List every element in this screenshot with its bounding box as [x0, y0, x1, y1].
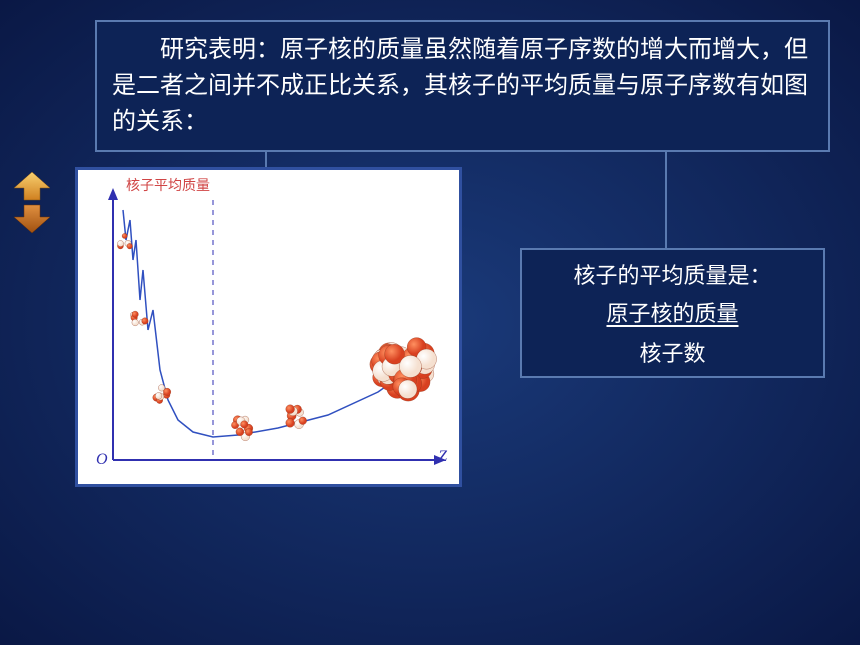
nav-arrows[interactable] [10, 170, 55, 235]
fraction-denominator: 核子数 [606, 332, 738, 368]
connector-vertical-2 [665, 150, 667, 250]
formula-panel: 核子的平均质量是： 原子核的质量 核子数 [520, 248, 825, 378]
origin-label: O [96, 451, 108, 469]
fraction: 原子核的质量 核子数 [606, 296, 738, 368]
x-axis-label: Z [438, 448, 447, 466]
fraction-numerator: 原子核的质量 [606, 296, 738, 332]
chart-panel: 核子平均质量 O Z [75, 167, 462, 487]
description-panel: 研究表明：原子核的质量虽然随着原子序数的增大而增大，但是二者之间并不成正比关系，… [95, 20, 830, 152]
description-text: 研究表明：原子核的质量虽然随着原子序数的增大而增大，但是二者之间并不成正比关系，… [112, 37, 808, 135]
mass-chart [78, 170, 459, 484]
up-arrow-icon[interactable] [14, 172, 50, 200]
formula-title: 核子的平均质量是： [534, 258, 811, 290]
y-axis-label: 核子平均质量 [126, 175, 210, 195]
connector-vertical [265, 150, 267, 168]
down-arrow-icon[interactable] [14, 205, 50, 233]
